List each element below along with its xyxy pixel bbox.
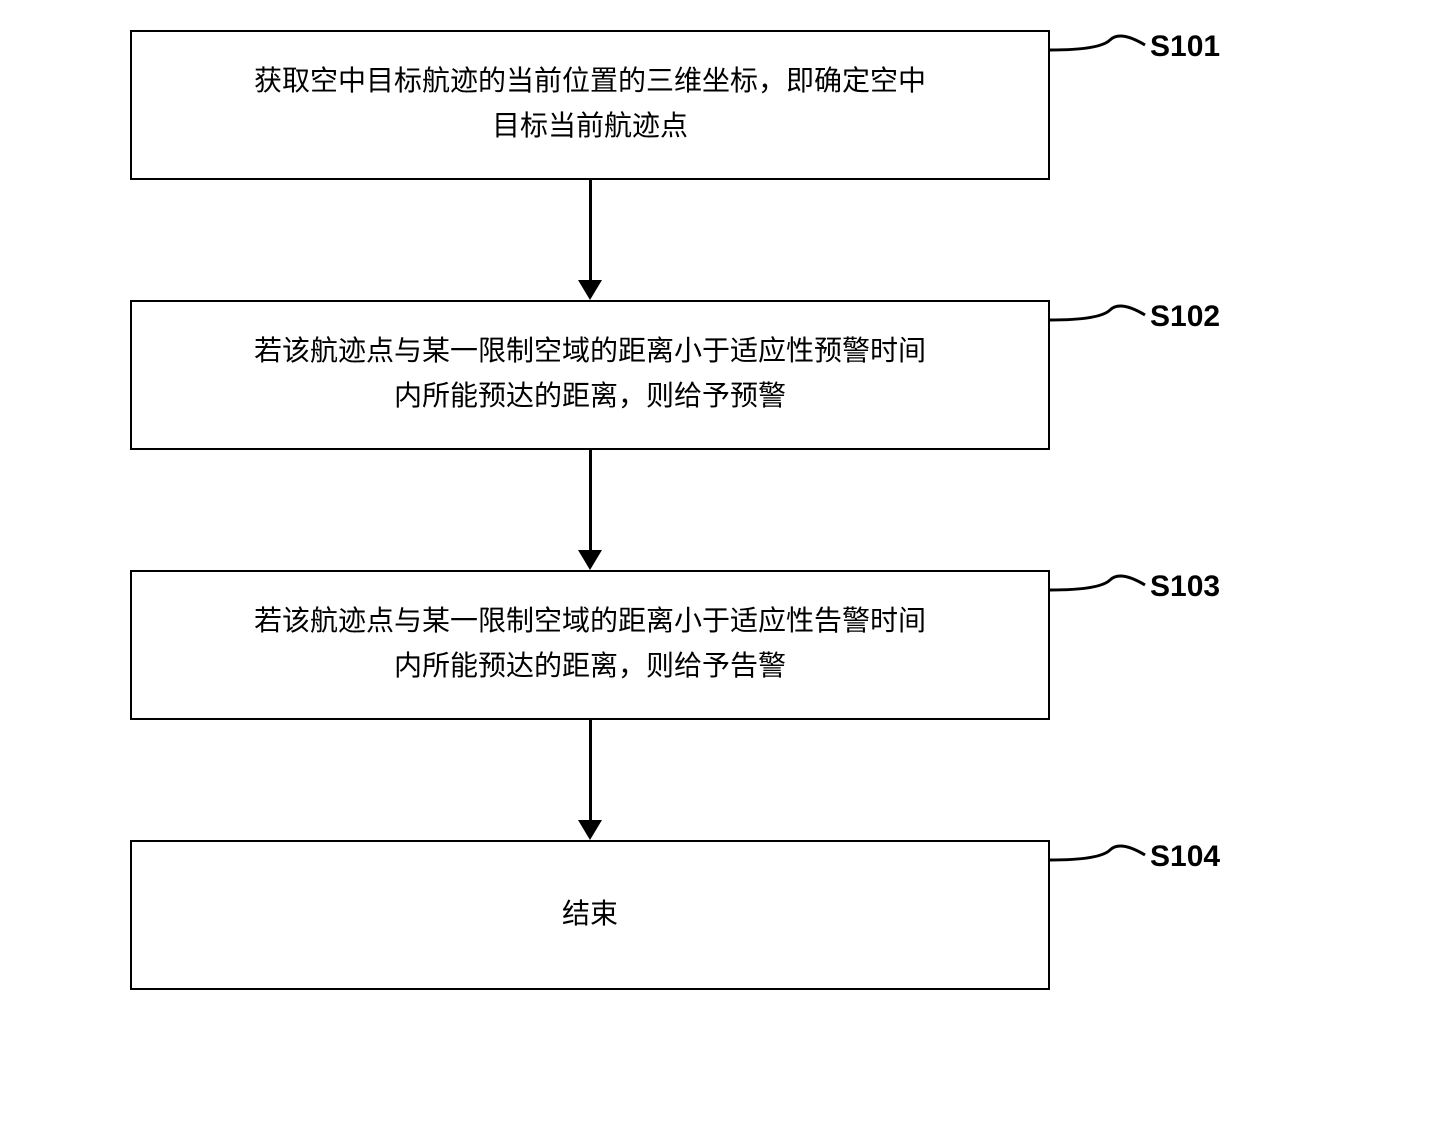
label-s101: S101 bbox=[1150, 30, 1220, 64]
box-3-text: 若该航迹点与某一限制空域的距离小于适应性告警时间 内所能预达的距离，则给予告警 bbox=[254, 600, 926, 690]
flowchart-container: 获取空中目标航迹的当前位置的三维坐标，即确定空中 目标当前航迹点 S101 若该… bbox=[0, 0, 1456, 1136]
label-s103: S103 bbox=[1150, 570, 1220, 604]
connector-2 bbox=[1050, 300, 1150, 350]
label-s102: S102 bbox=[1150, 300, 1220, 334]
box-1-text: 获取空中目标航迹的当前位置的三维坐标，即确定空中 目标当前航迹点 bbox=[254, 60, 926, 150]
connector-3 bbox=[1050, 570, 1150, 620]
connector-1 bbox=[1050, 30, 1150, 80]
box-3-line1: 若该航迹点与某一限制空域的距离小于适应性告警时间 bbox=[254, 606, 926, 637]
arrow-1 bbox=[578, 180, 602, 300]
box-1-line1: 获取空中目标航迹的当前位置的三维坐标，即确定空中 bbox=[254, 66, 926, 97]
arrow-3 bbox=[578, 720, 602, 840]
connector-4 bbox=[1050, 840, 1150, 890]
flowchart-box-4: 结束 bbox=[130, 840, 1050, 990]
box-1-line2: 目标当前航迹点 bbox=[492, 111, 688, 142]
box-2-line2: 内所能预达的距离，则给予预警 bbox=[394, 381, 786, 412]
box-3-line2: 内所能预达的距离，则给予告警 bbox=[394, 651, 786, 682]
flowchart-box-3: 若该航迹点与某一限制空域的距离小于适应性告警时间 内所能预达的距离，则给予告警 bbox=[130, 570, 1050, 720]
box-2-text: 若该航迹点与某一限制空域的距离小于适应性预警时间 内所能预达的距离，则给予预警 bbox=[254, 330, 926, 420]
flowchart-box-2: 若该航迹点与某一限制空域的距离小于适应性预警时间 内所能预达的距离，则给予预警 bbox=[130, 300, 1050, 450]
arrow-2 bbox=[578, 450, 602, 570]
box-2-line1: 若该航迹点与某一限制空域的距离小于适应性预警时间 bbox=[254, 336, 926, 367]
box-4-text: 结束 bbox=[562, 893, 618, 938]
label-s104: S104 bbox=[1150, 840, 1220, 874]
flowchart-box-1: 获取空中目标航迹的当前位置的三维坐标，即确定空中 目标当前航迹点 bbox=[130, 30, 1050, 180]
box-4-line1: 结束 bbox=[562, 899, 618, 930]
